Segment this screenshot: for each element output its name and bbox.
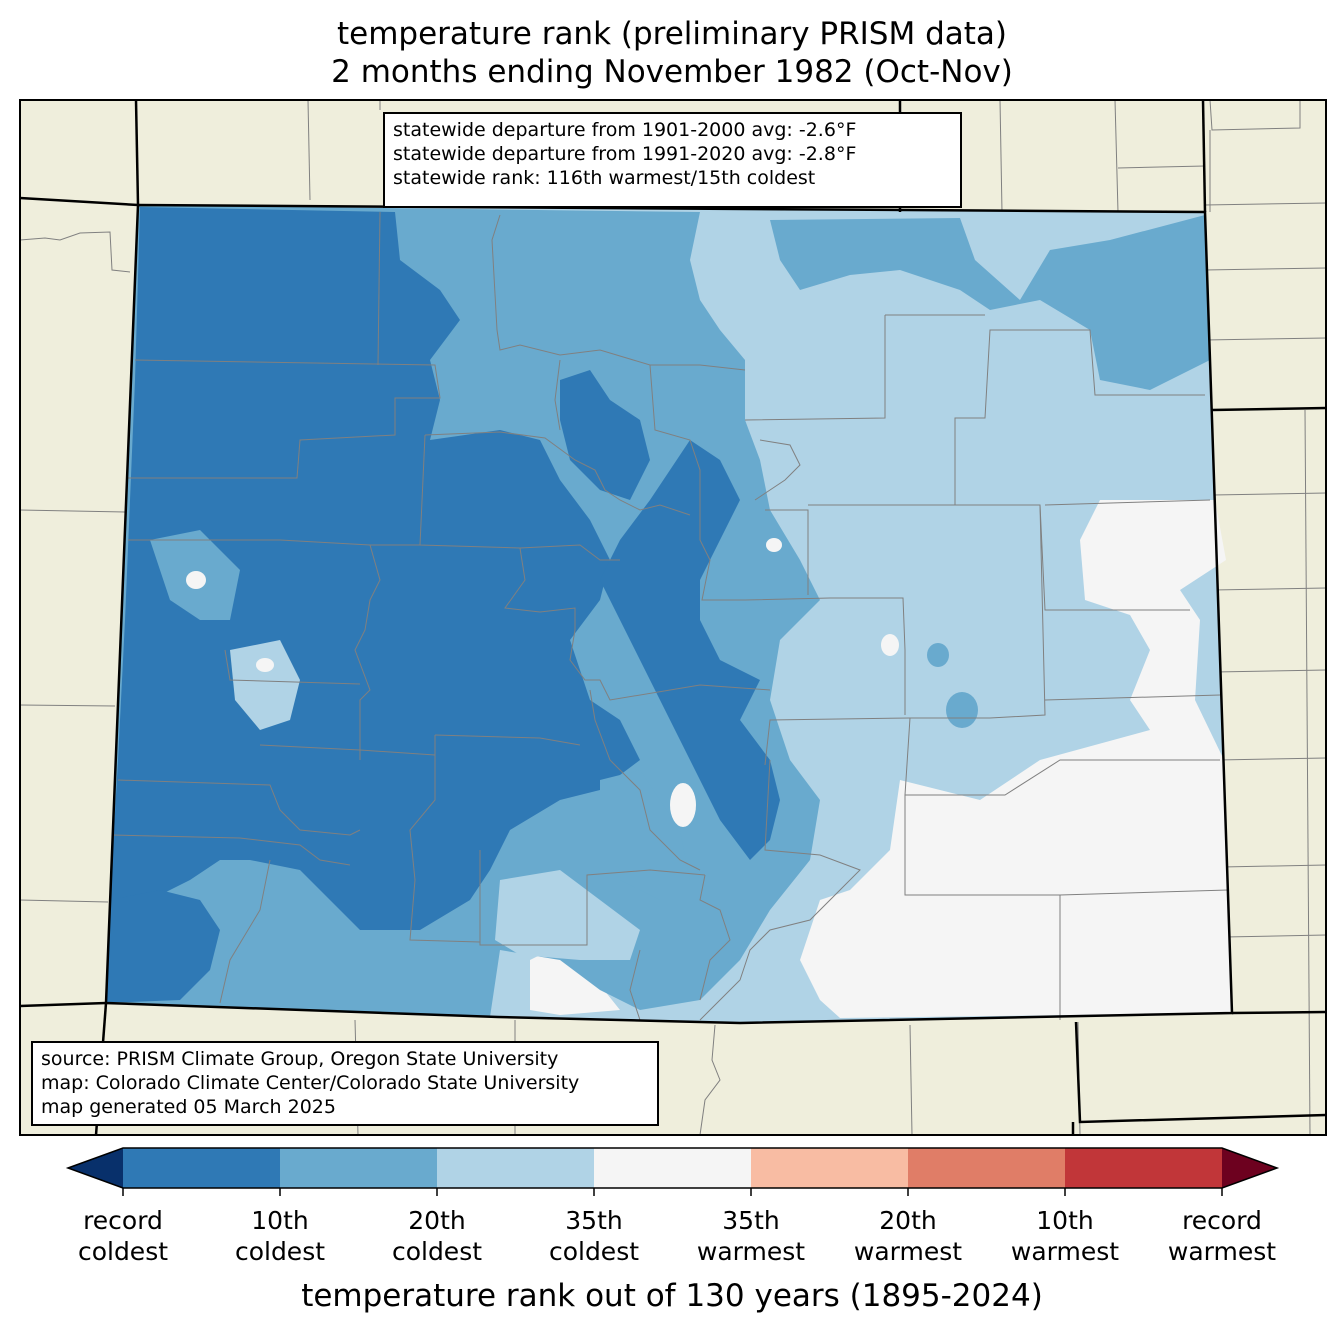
near-normal-spot-2 [256, 658, 274, 672]
rank-10th-coldest-southwest [106, 890, 220, 1002]
colorbar-extend-high [1222, 1148, 1277, 1188]
colorbar-tick-label-line1: 35th [565, 1206, 623, 1235]
colorbar-tick-label: record warmest [1142, 1205, 1302, 1267]
colorbar-tick-label: 35th coldest [514, 1205, 674, 1267]
near-normal-spot-1 [186, 571, 206, 589]
map-title-line-1: temperature rank (preliminary PRISM data… [336, 16, 1007, 52]
rank-10th-coldest-front-range [600, 440, 780, 860]
colorbar-tick-label-line2: coldest [77, 1237, 169, 1266]
rank-35th-coldest-patch-west [230, 640, 300, 730]
near-normal-region-southeast [800, 500, 1232, 1018]
colorbar-tick-label-line1: 10th [1036, 1206, 1094, 1235]
stats-departure-1901-2000: statewide departure from 1901-2000 avg: … [393, 119, 857, 141]
colorbar-segment [437, 1148, 595, 1188]
colorbar-tick-label: 35th warmest [671, 1205, 831, 1267]
rank-10th-coldest-north-park [560, 370, 650, 500]
colorbar-tick-label-line1: 20th [879, 1206, 937, 1235]
colorbar-tick-label-line2: warmest [696, 1237, 806, 1266]
colorbar-segment [594, 1148, 752, 1188]
colorbar-tick-label-line1: record [83, 1206, 163, 1235]
colorbar-tick-label-line2: warmest [1010, 1237, 1120, 1266]
colorbar-segment [1065, 1148, 1223, 1188]
statewide-stats-box: statewide departure from 1901-2000 avg: … [383, 112, 962, 208]
colorbar-tick-label: 20th coldest [357, 1205, 517, 1267]
stats-statewide-rank: statewide rank: 116th warmest/15th colde… [393, 167, 816, 189]
colorbar-tick-label: 10th warmest [985, 1205, 1145, 1267]
rank-20th-coldest-spot-east-2 [946, 692, 978, 728]
colorbar-segment [908, 1148, 1066, 1188]
colorbar-tick-label-line2: coldest [548, 1237, 640, 1266]
map-title-line-2: 2 months ending November 1982 (Oct-Nov) [331, 54, 1013, 90]
colorbar-segment [751, 1148, 909, 1188]
rank-10th-coldest-northwest [110, 207, 640, 930]
rank-35th-coldest-patch-sanluis [495, 870, 640, 960]
colorbar-title: temperature rank out of 130 years (1895-… [301, 1278, 1043, 1314]
source-generated-date: map generated 05 March 2025 [41, 1096, 336, 1118]
colorbar-tick-label-line2: coldest [234, 1237, 326, 1266]
stats-departure-1991-2020: statewide departure from 1991-2020 avg: … [393, 143, 857, 165]
near-normal-region-south [530, 945, 620, 1015]
colorbar [65, 1147, 1280, 1196]
colorbar-segment [123, 1148, 281, 1188]
colorbar-tick-label-line1: 10th [251, 1206, 309, 1235]
map-frame [19, 99, 1327, 1136]
rank-20th-coldest-patch-sanluis [600, 770, 690, 900]
rank-20th-coldest-northeast [770, 215, 1210, 390]
colorbar-tick-label-line1: 35th [722, 1206, 780, 1235]
near-normal-spot-4 [766, 538, 782, 552]
near-normal-spot-5 [881, 634, 899, 656]
colorbar-tick-label-line1: record [1182, 1206, 1262, 1235]
colorbar-tick-label-line1: 20th [408, 1206, 466, 1235]
near-normal-spot-3 [670, 783, 696, 827]
colorbar-tick-label: record coldest [43, 1205, 203, 1267]
colorbar-tick-label-line2: warmest [1167, 1237, 1277, 1266]
source-prism: source: PRISM Climate Group, Oregon Stat… [41, 1048, 559, 1070]
colorbar-extend-low [68, 1148, 123, 1188]
colorbar-tick-label-line2: coldest [391, 1237, 483, 1266]
near-normal-spot-6 [1142, 699, 1162, 721]
colorbar-tick-label-line2: warmest [853, 1237, 963, 1266]
colorbar-tick-label: 20th warmest [828, 1205, 988, 1267]
source-map-credit: map: Colorado Climate Center/Colorado St… [41, 1072, 580, 1094]
colorbar-segment [280, 1148, 438, 1188]
rank-20th-coldest-spot-east [927, 643, 949, 667]
colorbar-tick-label: 10th coldest [200, 1205, 360, 1267]
colorado-county-lines [111, 211, 1229, 1021]
source-credit-box: source: PRISM Climate Group, Oregon Stat… [31, 1041, 659, 1126]
